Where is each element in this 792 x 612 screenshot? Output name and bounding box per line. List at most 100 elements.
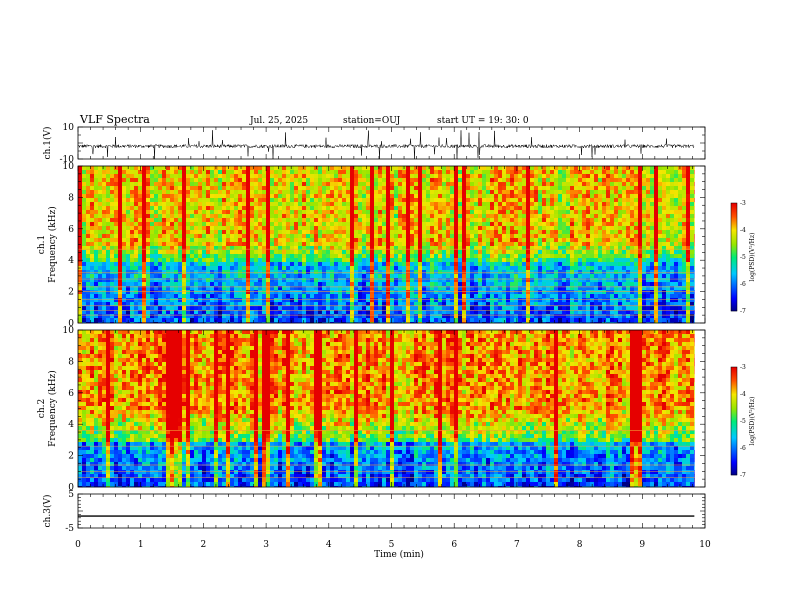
spectrogram-cell [322, 202, 327, 207]
spectrogram-cell [246, 166, 251, 171]
spectrogram-cell [642, 166, 647, 171]
spectrogram-cell [454, 194, 459, 199]
spectrogram-cell [134, 194, 139, 199]
spectrogram-cell [686, 174, 691, 179]
spectrogram-cell [374, 250, 379, 255]
spectrogram-cell [502, 210, 507, 215]
spectrogram-cell [558, 166, 563, 171]
spectrogram-cell [310, 202, 315, 207]
spectrogram-cell [578, 238, 583, 243]
spectrogram-cell [506, 186, 511, 191]
spectrogram-cell [410, 222, 415, 227]
spectrogram-cell [286, 218, 291, 223]
spectrogram-cell [214, 198, 219, 203]
spectrogram-cell [582, 222, 587, 227]
spectrogram-cell [310, 234, 315, 239]
spectrogram-cell [270, 178, 275, 183]
spectrogram-cell [118, 234, 123, 239]
spectrogram-cell [190, 178, 195, 183]
spectrogram-cell [122, 238, 127, 243]
spectrogram-cell [166, 166, 171, 171]
spectrogram-cell [86, 170, 91, 175]
spectrogram-cell [406, 198, 411, 203]
spectrogram-cell [166, 182, 171, 187]
spectrogram-cell [202, 238, 207, 243]
spectrogram-cell [158, 266, 163, 271]
spectrogram-cell [398, 282, 403, 287]
spectrogram-cell [406, 186, 411, 191]
spectrogram-cell [386, 178, 391, 183]
spectrogram-cell [518, 222, 523, 227]
spectrogram-cell [582, 178, 587, 183]
spectrogram-cell [462, 186, 467, 191]
spectrogram-cell [374, 166, 379, 171]
spectrogram-cell [282, 214, 287, 219]
spectrogram-cell [506, 174, 511, 179]
spectrogram-cell [614, 258, 619, 263]
spectrogram-cell [362, 282, 367, 287]
spectrogram-cell [582, 246, 587, 251]
spectrogram-cell [166, 186, 171, 191]
spectrogram-cell [406, 258, 411, 263]
spectrogram-cell [270, 238, 275, 243]
spectrogram-cell [498, 170, 503, 175]
spectrogram-cell [206, 190, 211, 195]
spectrogram-cell [626, 166, 631, 171]
spectrogram-cell [426, 226, 431, 231]
spectrogram-cell [490, 178, 495, 183]
spectrogram-cell [678, 226, 683, 231]
spectrogram-cell [258, 190, 263, 195]
spectrogram-cell [82, 266, 87, 271]
spectrogram-cell [94, 202, 99, 207]
spectrogram-cell [582, 202, 587, 207]
spectrogram-cell [682, 186, 687, 191]
spectrogram-cell [178, 262, 183, 267]
spectrogram-cell [454, 250, 459, 255]
spectrogram-cell [114, 230, 119, 235]
spectrogram-cell [214, 190, 219, 195]
spectrogram-cell [210, 166, 215, 171]
spectrogram-cell [218, 262, 223, 267]
spectrogram-cell [618, 182, 623, 187]
spectrogram-cell [90, 282, 95, 287]
spectrogram-cell [198, 218, 203, 223]
spectrogram-cell [438, 182, 443, 187]
spectrogram-cell [166, 286, 171, 291]
spectrogram-cell [538, 282, 543, 287]
spectrogram-cell [222, 282, 227, 287]
spectrogram-cell [266, 278, 271, 283]
spectrogram-cell [294, 278, 299, 283]
spectrogram-cell [422, 222, 427, 227]
spectrogram-cell [570, 222, 575, 227]
spectrogram-cell [474, 214, 479, 219]
spectrogram-cell [670, 178, 675, 183]
spectrogram-cell [430, 222, 435, 227]
spectrogram-cell [558, 230, 563, 235]
spectrogram-cell [114, 278, 119, 283]
spectrogram-cell [266, 210, 271, 215]
spectrogram-cell [230, 218, 235, 223]
spectrogram-cell [106, 286, 111, 291]
spectrogram-cell [438, 214, 443, 219]
spectrogram-cell [622, 258, 627, 263]
spectrogram-cell [154, 186, 159, 191]
spectrogram-cell [306, 174, 311, 179]
spectrogram-cell [482, 254, 487, 259]
spectrogram-cell [194, 242, 199, 247]
spectrogram-cell [574, 246, 579, 251]
spectrogram-cell [654, 234, 659, 239]
spectrogram-cell [190, 218, 195, 223]
spectrogram-cell [158, 178, 163, 183]
spectrogram-cell [550, 282, 555, 287]
spectrogram-cell [378, 174, 383, 179]
spectrogram-cell [618, 202, 623, 207]
spectrogram-cell [254, 174, 259, 179]
spectrogram-cell [494, 238, 499, 243]
spectrogram-cell [206, 238, 211, 243]
spectrogram-cell [330, 178, 335, 183]
spectrogram-cell [462, 198, 467, 203]
spectrogram-cell [206, 286, 211, 291]
spectrogram-cell [470, 190, 475, 195]
spectrogram-cell [458, 178, 463, 183]
spectrogram-cell [206, 202, 211, 207]
